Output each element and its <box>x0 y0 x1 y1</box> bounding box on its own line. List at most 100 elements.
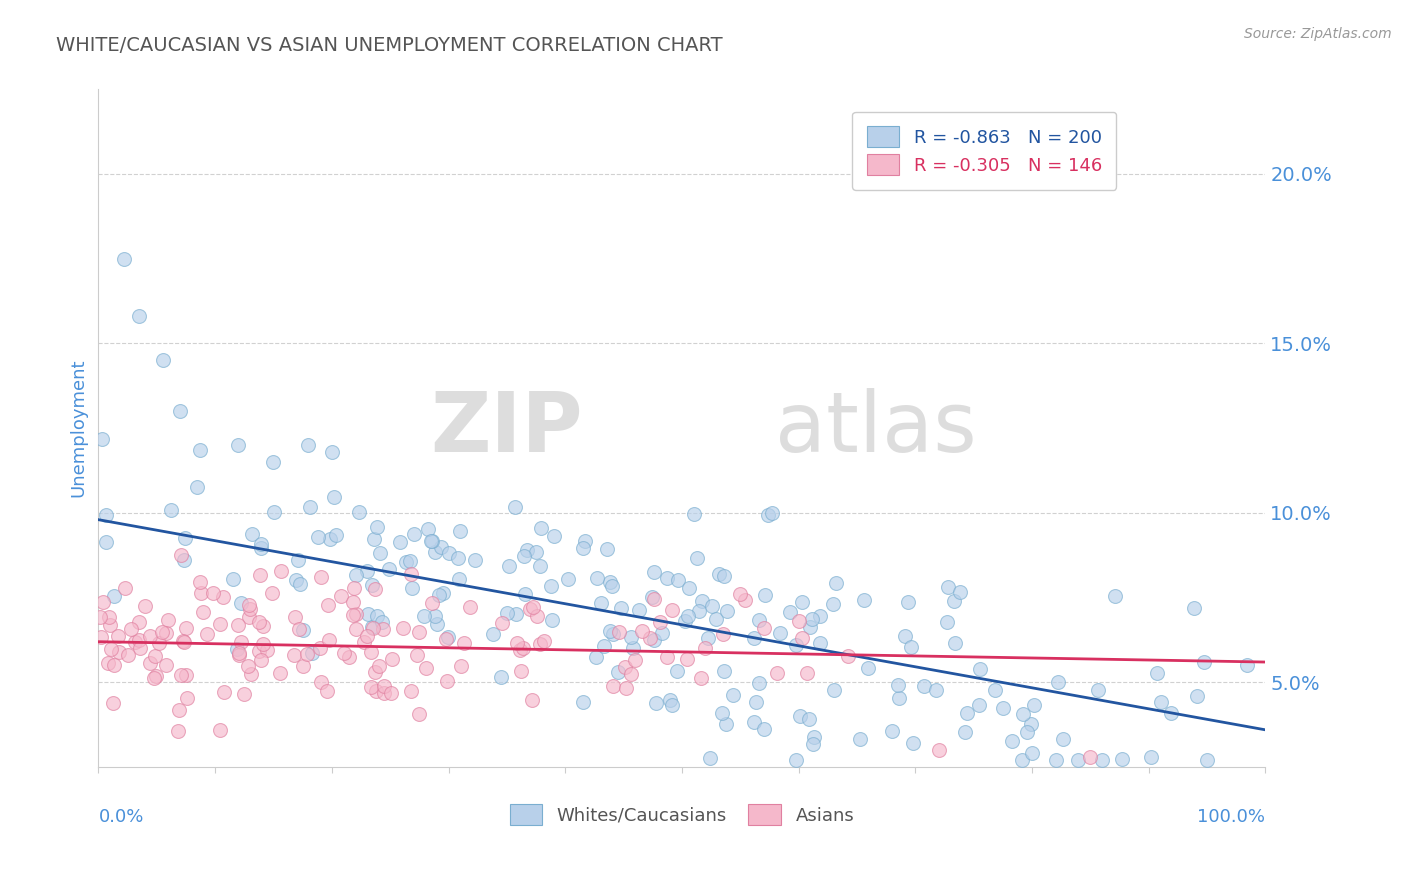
Point <box>529 520 551 534</box>
Point <box>290 576 312 591</box>
Point <box>673 614 696 628</box>
Point <box>529 559 551 574</box>
Point <box>522 600 544 615</box>
Point <box>543 529 565 543</box>
Point <box>167 723 190 738</box>
Point <box>796 665 818 680</box>
Point <box>377 562 399 576</box>
Point <box>129 641 152 656</box>
Point <box>648 615 671 630</box>
Point <box>139 657 162 671</box>
Point <box>98 609 121 624</box>
Point <box>170 548 193 562</box>
Point <box>621 641 644 656</box>
Point <box>711 627 734 641</box>
Point <box>1022 698 1045 712</box>
Point <box>347 505 370 519</box>
Point <box>240 667 263 681</box>
Point <box>256 642 278 657</box>
Point <box>1150 695 1173 709</box>
Point <box>291 623 314 637</box>
Point <box>167 703 190 717</box>
Point <box>321 445 343 459</box>
Point <box>742 715 765 730</box>
Point <box>766 666 789 681</box>
Point <box>643 565 665 579</box>
Point <box>342 595 364 609</box>
Point <box>447 550 470 565</box>
Point <box>195 627 218 641</box>
Point <box>228 438 250 452</box>
Point <box>426 616 449 631</box>
Point <box>114 581 136 595</box>
Point <box>188 574 211 589</box>
Point <box>103 589 125 603</box>
Point <box>229 635 252 649</box>
Point <box>730 587 752 601</box>
Point <box>613 660 636 674</box>
Point <box>434 632 457 646</box>
Point <box>953 725 976 739</box>
Point <box>344 622 367 636</box>
Point <box>856 661 879 675</box>
Point <box>882 723 904 738</box>
Point <box>228 646 250 660</box>
Point <box>1185 689 1208 703</box>
Point <box>655 571 678 585</box>
Point <box>212 685 235 699</box>
Legend: Whites/Caucasians, Asians: Whites/Caucasians, Asians <box>495 789 869 839</box>
Point <box>322 490 344 504</box>
Point <box>792 632 814 646</box>
Point <box>283 648 305 663</box>
Point <box>823 597 845 611</box>
Point <box>936 615 959 629</box>
Point <box>432 586 454 600</box>
Point <box>512 640 534 655</box>
Point <box>630 624 652 639</box>
Point <box>1011 753 1033 767</box>
Point <box>1021 716 1043 731</box>
Point <box>399 554 422 568</box>
Point <box>609 601 631 615</box>
Point <box>186 480 208 494</box>
Point <box>107 629 129 643</box>
Point <box>768 626 790 640</box>
Point <box>689 671 711 685</box>
Point <box>117 648 139 662</box>
Point <box>388 535 411 549</box>
Point <box>912 680 935 694</box>
Point <box>112 252 135 266</box>
Point <box>627 603 650 617</box>
Point <box>526 608 548 623</box>
Point <box>661 698 683 713</box>
Point <box>505 607 527 621</box>
Point <box>1197 753 1219 767</box>
Point <box>823 683 845 698</box>
Point <box>754 588 776 602</box>
Text: WHITE/CAUCASIAN VS ASIAN UNEMPLOYMENT CORRELATION CHART: WHITE/CAUCASIAN VS ASIAN UNEMPLOYMENT CO… <box>56 36 723 54</box>
Point <box>710 706 733 720</box>
Point <box>713 568 735 582</box>
Point <box>89 610 111 624</box>
Point <box>325 528 347 542</box>
Point <box>353 634 375 648</box>
Point <box>1146 666 1168 681</box>
Point <box>356 629 378 643</box>
Point <box>595 542 617 557</box>
Point <box>228 648 250 662</box>
Point <box>425 608 447 623</box>
Point <box>226 642 249 657</box>
Point <box>1021 746 1043 760</box>
Point <box>752 621 775 635</box>
Point <box>721 688 744 702</box>
Point <box>260 586 283 600</box>
Point <box>222 572 245 586</box>
Point <box>249 567 271 582</box>
Point <box>297 438 319 452</box>
Point <box>284 610 307 624</box>
Point <box>226 618 249 632</box>
Point <box>373 679 395 693</box>
Point <box>651 626 673 640</box>
Point <box>665 664 688 678</box>
Point <box>307 530 329 544</box>
